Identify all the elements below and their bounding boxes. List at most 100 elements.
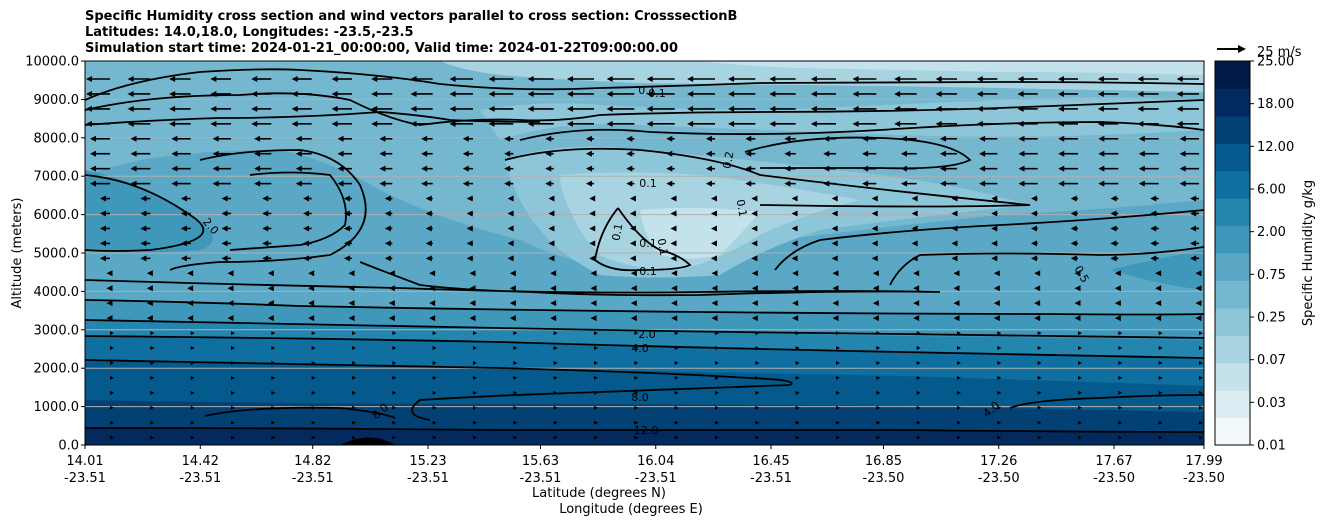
wind-vector-arrow-icon xyxy=(1195,270,1202,277)
colorbar-segment xyxy=(1215,280,1250,309)
wind-vector-arrow-icon xyxy=(913,315,920,322)
wind-vector-arrow-icon xyxy=(473,435,477,440)
wind-vector-arrow-icon xyxy=(227,285,234,292)
wind-vector-arrow-icon xyxy=(1031,255,1038,262)
wind-vector-arrow-icon xyxy=(674,360,679,365)
wind-vector-arrow-icon xyxy=(872,300,879,307)
wind-vector-arrow-icon xyxy=(1078,346,1082,351)
wind-vector-arrow-icon xyxy=(348,300,355,307)
y-tick-label: 2000.0 xyxy=(34,362,80,377)
wind-vector-arrow-icon xyxy=(590,270,597,277)
wind-vector-arrow-icon xyxy=(86,76,92,82)
colorbar-tick-label: 25.00 xyxy=(1257,55,1294,70)
colorbar-segment xyxy=(1215,390,1250,419)
wind-vector-arrow-icon xyxy=(705,135,712,142)
wind-vector-arrow-icon xyxy=(100,255,106,262)
wind-vector-arrow-icon xyxy=(646,76,653,82)
wind-vector-arrow-icon xyxy=(997,390,1002,395)
wind-vector-arrow-icon xyxy=(1058,135,1065,142)
contour-line-top xyxy=(85,68,1204,101)
wind-vector-arrow-icon xyxy=(1018,180,1025,187)
wind-vector-arrow-icon xyxy=(769,76,776,82)
wind-vector-arrow-icon xyxy=(626,135,633,142)
wind-vector-arrow-icon xyxy=(715,405,719,410)
wind-vector-arrow-icon xyxy=(432,420,437,425)
x-tick-label-lon: -23.51 xyxy=(635,471,677,486)
wind-vector-arrow-icon xyxy=(262,255,269,262)
terrain xyxy=(340,437,395,445)
wind-vector-arrow-icon xyxy=(792,315,799,322)
wind-vector-arrow-icon xyxy=(1031,225,1038,232)
wind-vector-arrow-icon xyxy=(311,435,316,440)
wind-vector-arrow-icon xyxy=(1070,240,1077,247)
wind-vector-arrow-icon xyxy=(1190,240,1197,247)
wind-vector-arrow-icon xyxy=(646,120,653,127)
wind-vector-arrow-icon xyxy=(352,390,356,395)
wind-vector-arrow-icon xyxy=(594,420,598,425)
wind-vector-arrow-icon xyxy=(991,255,998,262)
wind-vector-arrow-icon xyxy=(852,76,859,82)
wind-vector-arrow-icon xyxy=(957,435,961,440)
wind-vector-arrow-icon xyxy=(432,346,437,351)
contour-line-4-0 xyxy=(85,335,1204,359)
wind-vector-arrow-icon xyxy=(634,360,639,365)
wind-vector-arrow-icon xyxy=(432,360,437,365)
wind-vector-arrow-icon xyxy=(150,390,155,395)
contour-label: 12.0 xyxy=(634,424,659,437)
band-left-moist xyxy=(85,170,213,253)
wind-vector-arrow-icon xyxy=(1037,390,1042,395)
wind-vector-arrow-icon xyxy=(146,285,153,292)
wind-vector-arrow-icon xyxy=(1078,405,1082,410)
wind-vector-arrow-icon xyxy=(212,150,219,157)
wind-vector-arrow-icon xyxy=(916,360,921,365)
y-tick-label: 0.0 xyxy=(58,439,79,454)
wind-vector-arrow-icon xyxy=(997,435,1002,440)
wind-vector-arrow-icon xyxy=(1114,285,1121,292)
wind-vector-arrow-icon xyxy=(1034,285,1041,292)
wind-vector-arrow-icon xyxy=(589,225,596,232)
wind-vector-arrow-icon xyxy=(473,331,477,336)
wind-vector-arrow-icon xyxy=(513,346,518,351)
wind-vector-arrow-icon xyxy=(751,270,758,277)
wind-vector-arrow-icon xyxy=(513,435,518,440)
wind-vector-arrow-icon xyxy=(384,195,391,202)
wind-vector-arrow-icon xyxy=(509,300,516,307)
wind-vector-arrow-icon xyxy=(671,300,678,307)
wind-vector-arrow-icon xyxy=(831,195,838,202)
wind-vector-arrow-icon xyxy=(331,105,338,112)
wind-vector-arrow-icon xyxy=(715,360,719,365)
wind-vector-arrow-icon xyxy=(711,285,718,292)
wind-vector-arrow-icon xyxy=(810,120,817,127)
wind-vector-arrow-icon xyxy=(527,76,534,82)
wind-vector-arrow-icon xyxy=(630,300,637,307)
wind-vector-arrow-icon xyxy=(227,270,234,277)
wind-vector-arrow-icon xyxy=(951,210,958,217)
wind-vector-arrow-icon xyxy=(585,165,592,172)
band-top-white xyxy=(700,61,1204,75)
y-tick-label: 5000.0 xyxy=(34,247,80,262)
wind-vector-arrow-icon xyxy=(1098,165,1105,172)
wind-vector-arrow-icon xyxy=(545,180,552,187)
wind-vector-arrow-icon xyxy=(1017,76,1024,82)
wind-vector-arrow-icon xyxy=(221,240,228,247)
wind-vector-arrow-icon xyxy=(836,435,840,440)
wind-vector-arrow-icon xyxy=(210,105,217,112)
wind-vector-arrow-icon xyxy=(303,210,310,217)
wind-vector-arrow-icon xyxy=(935,120,942,127)
wind-vector-arrow-icon xyxy=(343,195,350,202)
wind-vector-arrow-icon xyxy=(831,255,838,262)
wind-vector-arrow-icon xyxy=(594,360,598,365)
wind-vector-arrow-icon xyxy=(254,180,261,187)
wind-vector-arrow-icon xyxy=(852,120,859,127)
wind-vector-arrow-icon xyxy=(1078,435,1082,440)
wind-vector-arrow-icon xyxy=(221,255,228,262)
x-tick-label-lon: -23.50 xyxy=(978,471,1020,486)
wind-vector-arrow-icon xyxy=(792,270,799,277)
wind-vector-arrow-icon xyxy=(392,420,397,425)
wind-vector-arrow-icon xyxy=(1155,300,1162,307)
wind-vector-arrow-icon xyxy=(1118,435,1123,440)
wind-vector-arrow-icon xyxy=(831,225,838,232)
y-tick-label: 9000.0 xyxy=(34,93,80,108)
wind-vector-arrow-icon xyxy=(110,331,114,336)
wind-vector-arrow-icon xyxy=(710,240,717,247)
